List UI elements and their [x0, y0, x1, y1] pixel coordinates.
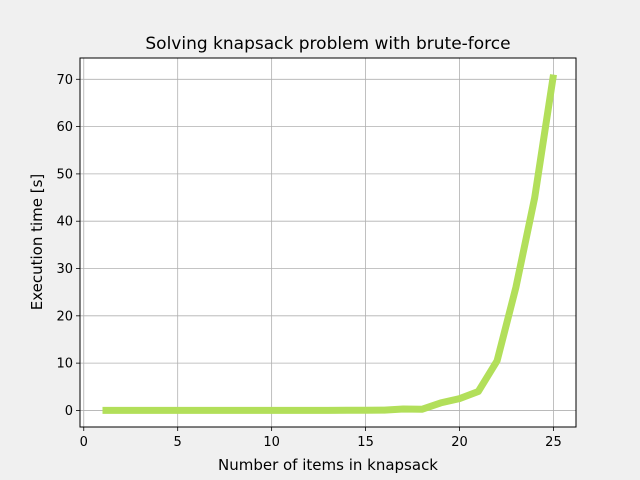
x-tick-label: 0: [80, 435, 88, 450]
y-tick-label: 50: [56, 167, 73, 182]
y-tick-label: 40: [56, 215, 73, 230]
y-axis-label: Execution time [s]: [28, 174, 46, 311]
y-tick-label: 0: [65, 404, 73, 419]
x-axis-label: Number of items in knapsack: [218, 456, 438, 474]
plot-area: [80, 58, 576, 427]
y-tick-label: 60: [56, 120, 73, 135]
y-tick-label: 20: [56, 309, 73, 324]
y-tick-label: 30: [56, 262, 73, 277]
series-line: [102, 74, 557, 414]
x-axis-ticks: 0 5 10 15 20 25: [80, 427, 562, 450]
grid: [80, 58, 576, 427]
x-tick-label: 20: [451, 435, 468, 450]
x-tick-label: 15: [357, 435, 374, 450]
y-tick-label: 10: [56, 357, 73, 372]
x-tick-label: 25: [545, 435, 562, 450]
plot-frame: [79, 57, 577, 428]
y-tick-label: 70: [56, 73, 73, 88]
x-tick-label: 10: [263, 435, 280, 450]
y-axis-ticks: 0 10 20 30 40 50 60 70: [56, 73, 80, 419]
chart-title: Solving knapsack problem with brute-forc…: [145, 34, 510, 54]
x-tick-label: 5: [174, 435, 182, 450]
series-layer: [102, 74, 557, 414]
